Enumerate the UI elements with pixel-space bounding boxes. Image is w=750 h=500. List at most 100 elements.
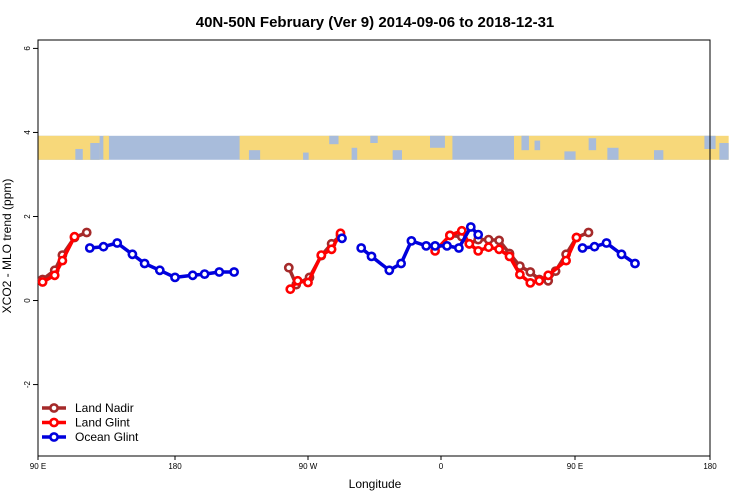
data-point <box>430 240 440 251</box>
data-point <box>583 227 594 238</box>
data-point <box>577 243 588 253</box>
data-point <box>112 238 123 248</box>
series-layer <box>37 222 640 295</box>
data-point <box>601 238 612 248</box>
map-coast-14 <box>654 150 664 160</box>
data-point <box>199 269 210 279</box>
data-point <box>154 265 165 276</box>
data-point <box>396 258 406 269</box>
data-point <box>229 267 239 277</box>
data-point <box>303 277 313 288</box>
series-ocean-glint <box>84 222 640 283</box>
data-point <box>534 275 545 286</box>
data-point <box>139 258 150 269</box>
legend-swatch-marker <box>49 432 59 442</box>
map-land-0 <box>38 135 100 160</box>
data-point <box>630 258 640 269</box>
data-point <box>81 227 92 238</box>
legend-swatch-marker <box>49 417 59 428</box>
map-coast-13 <box>607 147 619 160</box>
y-tick-label: -2 <box>23 380 32 388</box>
data-point <box>589 241 600 252</box>
y-tick-label: 6 <box>23 46 32 51</box>
data-point <box>453 243 464 253</box>
map-coast-16 <box>719 142 729 160</box>
legend-label: Land Glint <box>75 416 130 430</box>
data-point <box>316 250 327 260</box>
map-coast-11 <box>564 151 576 160</box>
data-point <box>170 272 180 283</box>
map-land-1 <box>103 135 109 160</box>
map-coast-6 <box>370 135 378 143</box>
map-coast-0 <box>75 148 83 160</box>
data-point <box>504 251 515 262</box>
data-point <box>525 277 536 288</box>
data-point <box>326 244 337 255</box>
x-axis-label: Longitude <box>349 477 402 491</box>
data-point <box>571 232 582 243</box>
map-coast-2 <box>248 150 261 160</box>
data-point <box>283 262 294 273</box>
legend-label: Ocean Glint <box>75 430 139 444</box>
data-point <box>49 270 60 281</box>
data-point <box>292 275 303 286</box>
data-point <box>464 238 475 249</box>
data-point <box>57 255 68 266</box>
data-point <box>337 233 347 244</box>
map-coast-3 <box>303 152 309 160</box>
x-tick-label: 0 <box>439 462 444 471</box>
y-axis-label: XCO2 - MLO trend (ppm) <box>0 179 14 314</box>
map-land-2 <box>239 135 453 160</box>
map-land-3 <box>514 135 729 160</box>
map-coast-9 <box>521 135 529 151</box>
data-point <box>214 267 225 277</box>
data-point <box>616 249 627 260</box>
map-coast-7 <box>392 150 402 160</box>
series-line <box>41 235 77 284</box>
y-tick-label: 4 <box>23 130 32 135</box>
x-tick-label: 90 E <box>30 462 46 471</box>
data-point <box>69 231 80 242</box>
world-map-strip <box>38 135 729 160</box>
map-coast-12 <box>588 138 597 151</box>
data-point <box>465 222 476 232</box>
map-coast-1 <box>90 142 100 160</box>
data-point <box>515 269 525 280</box>
data-point <box>543 270 554 281</box>
data-point <box>494 244 504 255</box>
data-point <box>456 225 467 236</box>
plot-frame <box>37 39 711 457</box>
map-coast-5 <box>351 147 358 160</box>
data-point <box>356 243 367 253</box>
data-point <box>473 229 484 240</box>
legend-label: Land Nadir <box>75 401 134 415</box>
data-point <box>98 241 109 252</box>
data-point <box>84 243 95 253</box>
x-tick-label: 90 W <box>299 462 318 471</box>
data-point <box>285 284 296 295</box>
legend-swatch-marker <box>49 403 59 413</box>
data-point <box>127 249 138 260</box>
data-point <box>406 235 417 246</box>
chart-title: 40N-50N February (Ver 9) 2014-09-06 to 2… <box>196 14 555 31</box>
data-point <box>442 240 452 251</box>
data-point <box>187 270 198 281</box>
x-tick-label: 90 E <box>567 462 583 471</box>
data-point <box>384 265 395 276</box>
data-point <box>494 235 504 246</box>
map-coast-10 <box>534 140 541 151</box>
data-point <box>37 277 48 287</box>
x-tick-label: 180 <box>703 462 717 471</box>
x-tick-label: 180 <box>168 462 182 471</box>
data-point <box>483 234 494 245</box>
x-axis: 90 E 180 90 W 0 90 E 180 <box>30 456 717 471</box>
map-coast-8 <box>430 135 445 148</box>
map-coast-4 <box>329 135 339 145</box>
data-point <box>525 267 536 277</box>
y-axis: -2 0 2 4 6 <box>23 46 38 388</box>
data-point <box>421 240 432 251</box>
series-land-glint <box>37 225 582 295</box>
y-tick-label: 0 <box>23 298 32 303</box>
